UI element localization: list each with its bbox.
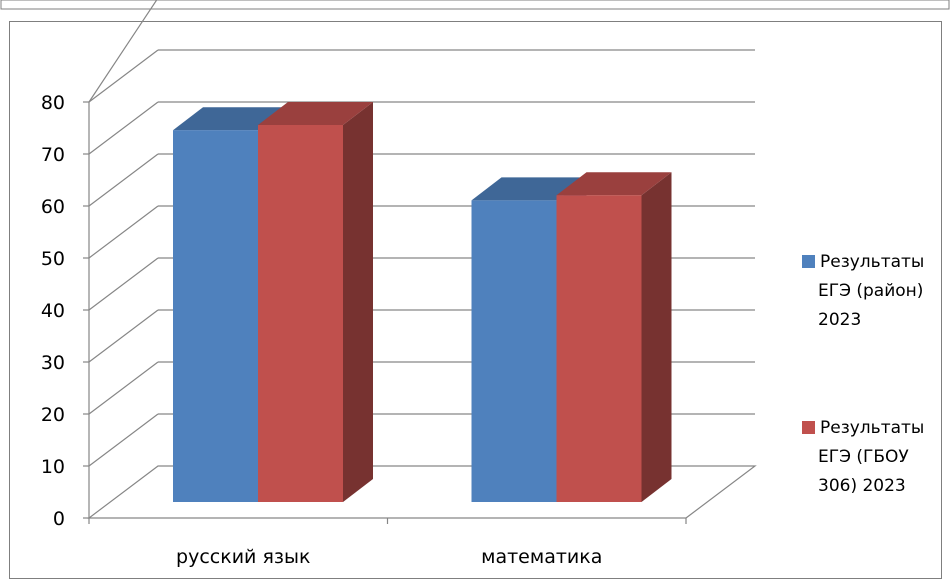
y-tick-label: 70 [41,144,65,166]
side-gridline [88,0,158,103]
side-gridline [88,205,159,259]
y-tick-label: 30 [41,352,65,374]
legend-label: Результаты [820,252,924,272]
legend-label: ЕГЭ (ГБОУ [818,447,909,467]
side-gridline [88,49,159,103]
side-gridline [88,413,159,467]
chart-floor [87,465,757,519]
y-tick-label: 50 [41,248,65,270]
y-tick-label: 40 [41,300,65,322]
y-tick-label: 60 [41,196,65,218]
side-gridline [88,153,159,207]
side-gridline [88,257,159,311]
bar [556,195,642,502]
legend-label: 306) 2023 [818,476,906,496]
y-tick-label: 0 [53,508,65,530]
legend-label: Результаты [820,418,924,438]
y-tick-label: 80 [41,92,65,114]
bar-side [641,172,672,502]
x-category-label: русский язык [176,546,310,568]
top-frame [0,0,950,10]
legend-label: 2023 [818,310,861,330]
side-gridline [88,361,159,415]
x-category-label: математика [481,546,602,568]
y-tick-label: 20 [41,404,65,426]
bar-top [556,172,672,196]
bar [471,200,557,502]
side-gridline [88,101,159,155]
bar-side [343,102,373,502]
legend-swatch [802,421,815,434]
side-gridline [88,309,159,363]
bar [258,125,343,502]
y-tick-label: 10 [41,456,65,478]
legend-swatch [802,255,815,268]
bar-top [258,102,373,125]
bar [173,130,258,502]
legend-label: ЕГЭ (район) [818,281,923,301]
